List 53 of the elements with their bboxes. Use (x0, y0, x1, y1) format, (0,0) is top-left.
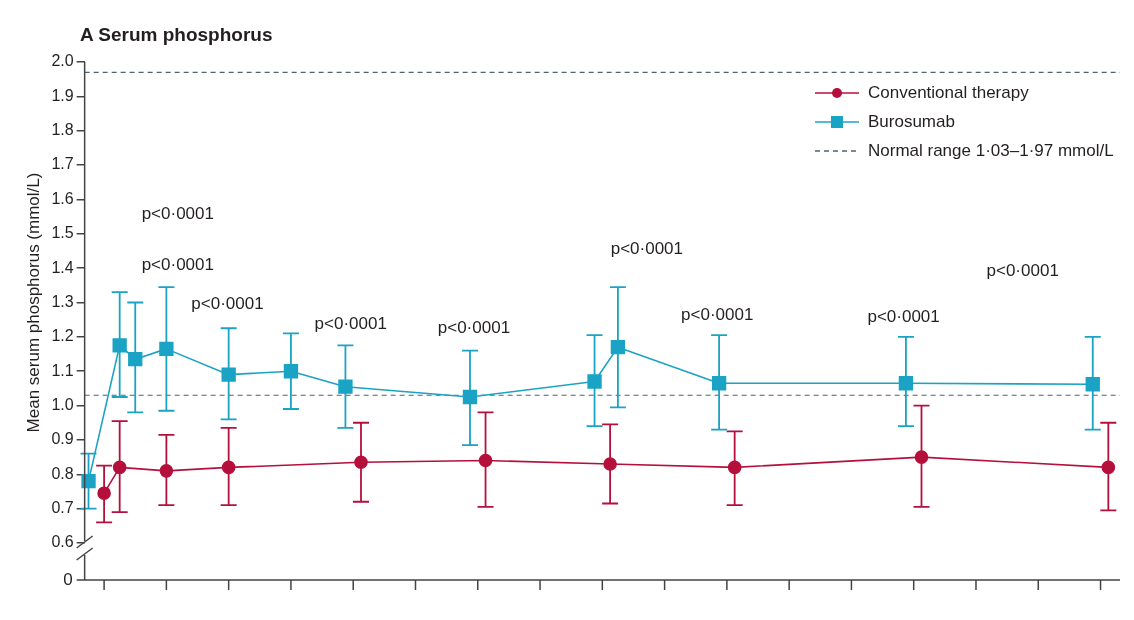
point (610, 340, 626, 355)
y-tick-label: 2.0 (51, 52, 74, 70)
point (478, 453, 493, 468)
y-tick-label: 0.9 (51, 430, 74, 448)
text: 0 (63, 569, 73, 589)
point (97, 486, 111, 500)
point (159, 464, 174, 478)
annotation: p<0·0001 (141, 255, 214, 275)
legend-label: Burosumab (868, 111, 955, 132)
y-tick-label: 0.8 (51, 464, 74, 482)
point (914, 450, 929, 464)
point (711, 376, 727, 391)
point (587, 374, 602, 389)
point (221, 367, 236, 382)
point (128, 352, 143, 367)
y-tick-label: 1.5 (51, 224, 74, 242)
legend-label: Normal range 1·03–1·97 mmol/L (868, 140, 1114, 161)
y-tick-label: 0.7 (51, 499, 74, 517)
y-tick-label: 1.8 (51, 121, 74, 139)
point (81, 473, 96, 489)
point (354, 455, 368, 470)
annotation: p<0·0001 (191, 294, 264, 314)
y-tick-label: 1.2 (51, 327, 74, 345)
y-tick-label: 1.6 (51, 189, 74, 207)
annotation: p<0·0001 (610, 238, 684, 258)
point (112, 460, 127, 475)
point (1085, 377, 1100, 392)
annotation: p<0·0001 (867, 306, 940, 326)
point (112, 338, 127, 353)
point (1101, 460, 1116, 475)
point (283, 364, 299, 379)
y-tick-label: 1.0 (51, 395, 74, 413)
point (159, 341, 174, 357)
y-tick-label: 1.9 (51, 86, 74, 104)
annotation: p<0·0001 (986, 261, 1059, 281)
point (462, 389, 478, 405)
point (603, 457, 617, 471)
point (727, 460, 742, 475)
y-tick-label: 1.4 (51, 258, 74, 276)
y-tick-label: 1.1 (51, 361, 74, 379)
annotation: p<0·0001 (681, 304, 754, 324)
y-tick-label: 1.3 (51, 292, 74, 310)
chart-title: A Serum phosphorus (80, 24, 273, 46)
point (338, 379, 353, 394)
point (898, 376, 914, 391)
annotation: p<0·0001 (437, 317, 511, 337)
annotation: p<0·0001 (314, 313, 387, 333)
point (221, 460, 236, 475)
y-tick-label: 1.7 (51, 155, 74, 173)
y-tick-label: 0.6 (51, 533, 74, 551)
annotation: p<0·0001 (141, 203, 214, 223)
legend-label: Conventional therapy (868, 82, 1029, 103)
y-axis-title: Mean serum phosphorus (mmol/L) (23, 172, 43, 433)
